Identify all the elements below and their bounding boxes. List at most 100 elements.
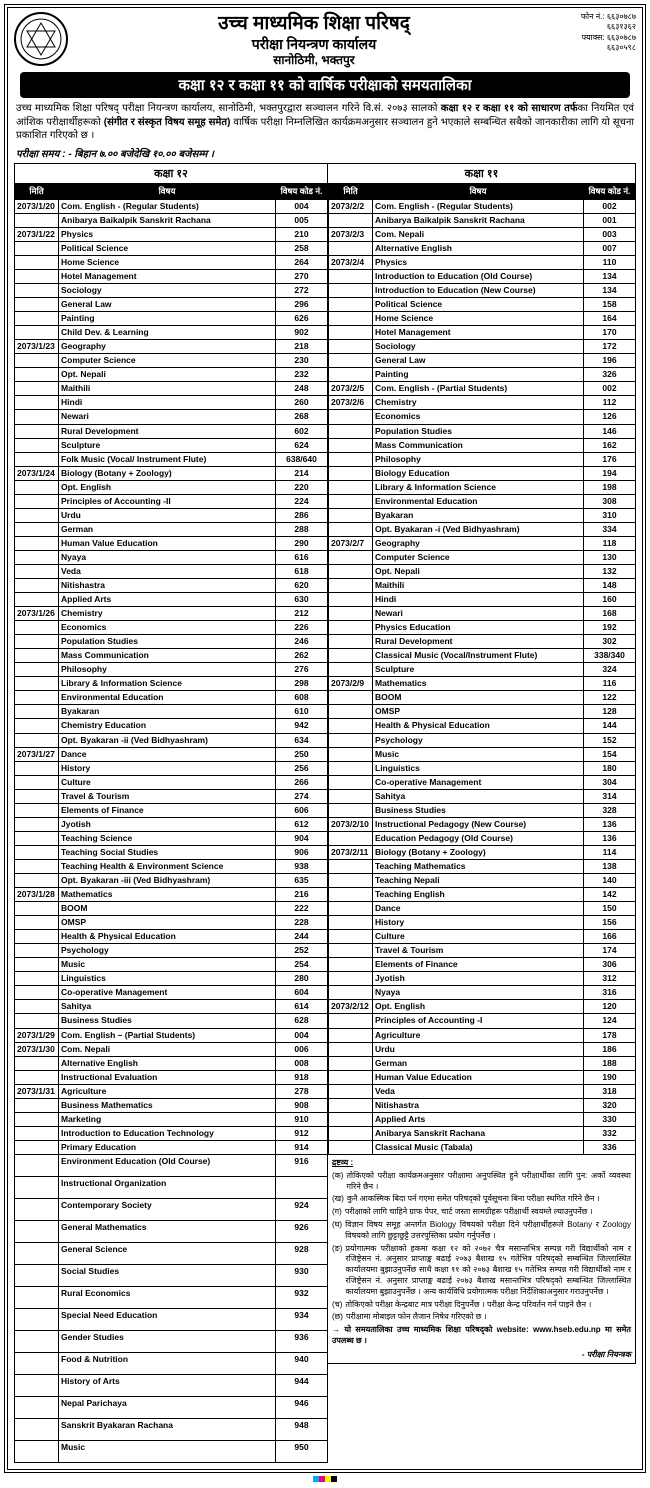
table-row: Sahitya314 — [329, 789, 636, 803]
table-row: Health & Physical Education244 — [15, 930, 328, 944]
cell-code: 628 — [276, 1014, 328, 1028]
cell-date: 2073/2/11 — [329, 845, 373, 859]
table-row: Computer Science130 — [329, 550, 636, 564]
cell-subject: Applied Arts — [59, 593, 276, 607]
cell-date — [15, 1220, 59, 1242]
table-row: 2073/1/31Agriculture278 — [15, 1084, 328, 1098]
cell-date: 2073/1/20 — [15, 199, 59, 213]
exam-time: परीक्षा समय : - बिहान ७.०० बजेदेखि १०.००… — [16, 146, 634, 160]
cell-date — [15, 354, 59, 368]
cell-date — [15, 255, 59, 269]
cell-date — [15, 326, 59, 340]
cell-subject: Biology (Botany + Zoology) — [373, 845, 584, 859]
cell-date — [15, 269, 59, 283]
cell-subject: Sahitya — [59, 1000, 276, 1014]
cell-subject: Painting — [59, 312, 276, 326]
cell-subject: Library & Information Science — [373, 480, 584, 494]
table-row: History256 — [15, 761, 328, 775]
class-11-column: कक्षा ११ मिति विषय विषय कोड नं. 2073/2/2… — [328, 163, 636, 1463]
cell-date — [15, 719, 59, 733]
cell-subject: Teaching Health & Environment Science — [59, 859, 276, 873]
cell-code: 122 — [584, 691, 636, 705]
cell-code — [276, 1176, 328, 1198]
table-row: 2073/2/7Geography118 — [329, 536, 636, 550]
cell-code: 254 — [276, 958, 328, 972]
table-row: Co-operative Management604 — [15, 986, 328, 1000]
cell-subject: Psychology — [59, 944, 276, 958]
table-row: Nyaya616 — [15, 550, 328, 564]
notice-banner: कक्षा १२ र कक्षा ११ को वार्षिक परीक्षाको… — [20, 72, 630, 98]
cell-date — [15, 874, 59, 888]
cell-subject: Linguistics — [59, 972, 276, 986]
cell-code: 270 — [276, 269, 328, 283]
phone-2: ६६३१३६२ — [560, 22, 636, 32]
cell-date — [15, 1396, 59, 1418]
cell-subject: Psychology — [373, 733, 584, 747]
cell-date: 2073/1/29 — [15, 1028, 59, 1042]
cell-subject: Alternative English — [59, 1056, 276, 1070]
table-row: Sculpture324 — [329, 663, 636, 677]
cell-date — [15, 1000, 59, 1014]
table-row: Business Studies628 — [15, 1014, 328, 1028]
table-row: Introduction to Education Technology912 — [15, 1126, 328, 1140]
cell-date — [329, 859, 373, 873]
cell-date — [329, 298, 373, 312]
signature: - परीक्षा नियन्त्रक — [332, 1350, 631, 1361]
cell-code: 302 — [584, 635, 636, 649]
th-subject: विषय — [373, 183, 584, 199]
table-row: General Science928 — [15, 1242, 328, 1264]
cell-subject: Business Studies — [373, 803, 584, 817]
cell-date: 2073/2/2 — [329, 199, 373, 213]
header: उच्च माध्यमिक शिक्षा परिषद् परीक्षा नियन… — [14, 12, 636, 68]
cell-code: 162 — [584, 438, 636, 452]
cell-code: 610 — [276, 705, 328, 719]
cell-code: 220 — [276, 480, 328, 494]
cell-date — [329, 1084, 373, 1098]
cell-code: 934 — [276, 1308, 328, 1330]
cell-date — [329, 452, 373, 466]
cell-date — [329, 241, 373, 255]
table-row: Elements of Finance306 — [329, 958, 636, 972]
cell-subject: Child Dev. & Learning — [59, 326, 276, 340]
table-row: Linguistics280 — [15, 972, 328, 986]
table-row: Opt. Byakaran -iii (Ved Bidhyashram)635 — [15, 874, 328, 888]
table-row: Urdu286 — [15, 508, 328, 522]
cell-subject: Opt. Nepali — [373, 564, 584, 578]
cell-subject: Rural Development — [59, 424, 276, 438]
cell-date — [15, 480, 59, 494]
cell-date — [329, 1140, 373, 1154]
cell-date — [15, 1070, 59, 1084]
cell-subject: Chemistry — [59, 607, 276, 621]
table-row: Classical Music (Vocal/Instrument Flute)… — [329, 649, 636, 663]
cell-subject: Nitishastra — [59, 579, 276, 593]
phone-1: ६६३०७८७ — [607, 12, 636, 21]
cell-subject: Physics Education — [373, 621, 584, 635]
table-row: History of Arts944 — [15, 1374, 328, 1396]
cell-code: 324 — [584, 663, 636, 677]
cell-date — [329, 986, 373, 1000]
cell-date — [15, 452, 59, 466]
cell-subject: Culture — [59, 775, 276, 789]
cell-date — [15, 845, 59, 859]
table-row: Nepal Parichaya946 — [15, 1396, 328, 1418]
cell-date: 2073/1/23 — [15, 340, 59, 354]
cell-date — [329, 269, 373, 283]
cell-date: 2073/2/5 — [329, 382, 373, 396]
cell-date — [15, 705, 59, 719]
cell-code: 160 — [584, 593, 636, 607]
cell-subject: Human Value Education — [59, 536, 276, 550]
cell-date — [15, 775, 59, 789]
table-row: Nyaya316 — [329, 986, 636, 1000]
table-row: 2073/2/5Com. English - (Partial Students… — [329, 382, 636, 396]
cell-code: 150 — [584, 902, 636, 916]
cell-code: 188 — [584, 1056, 636, 1070]
cell-subject: Sculpture — [59, 438, 276, 452]
cell-subject: Hotel Management — [373, 326, 584, 340]
table-row: Contemporary Society924 — [15, 1198, 328, 1220]
cell-code: 904 — [276, 831, 328, 845]
cell-code: 140 — [584, 874, 636, 888]
cell-subject: Hindi — [373, 593, 584, 607]
table-row: Anibarya Baikalpik Sanskrit Rachana005 — [15, 213, 328, 227]
table-row: 2073/2/9Mathematics116 — [329, 677, 636, 691]
cell-subject: Contemporary Society — [59, 1198, 276, 1220]
